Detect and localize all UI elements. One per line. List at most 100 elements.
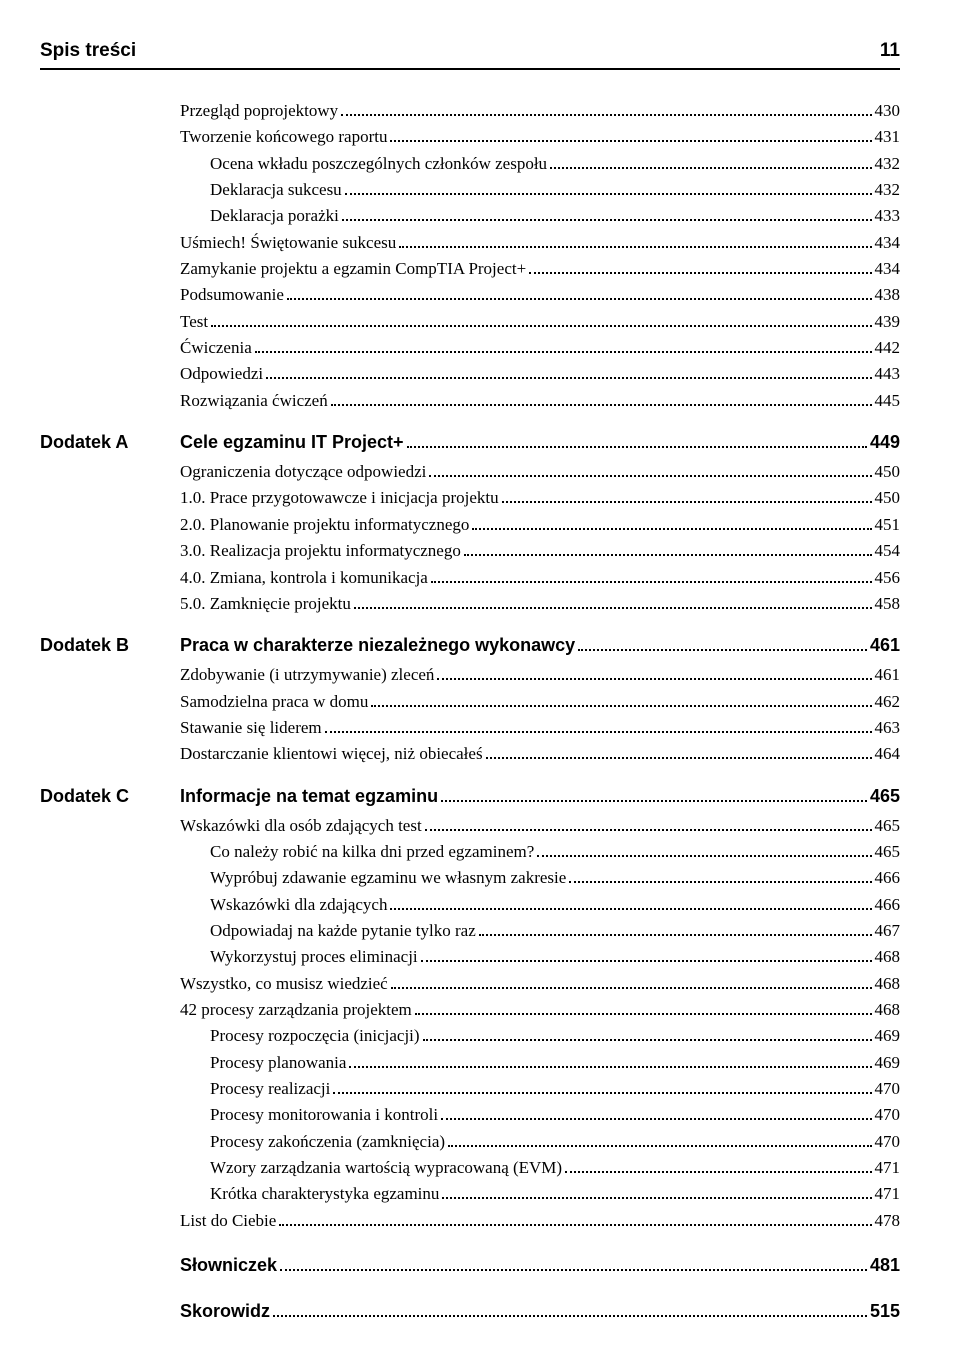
toc-entry-page: 468	[875, 944, 901, 970]
toc-entry-text: Rozwiązania ćwiczeń	[180, 388, 328, 414]
dot-leaders	[354, 607, 872, 609]
toc-entry-text: 5.0. Zamknięcie projektu	[180, 591, 351, 617]
table-of-contents: Przegląd poprojektowy 430 Tworzenie końcow…	[40, 98, 900, 1326]
dot-leaders	[399, 246, 871, 248]
toc-entry-page: 443	[875, 361, 901, 387]
toc-entry-text: 1.0. Prace przygotowawcze i inicjacja pr…	[180, 485, 499, 511]
toc-entry-text: Zamykanie projektu a egzamin CompTIA Pro…	[180, 256, 526, 282]
dot-leaders	[349, 1066, 871, 1068]
toc-entry: Przegląd poprojektowy 430	[40, 98, 900, 124]
section-label: Dodatek C	[40, 786, 180, 807]
section-title: Informacje na temat egzaminu	[180, 786, 438, 807]
toc-entry: Wskazówki dla zdających466	[40, 892, 900, 918]
toc-entry-page: 456	[875, 565, 901, 591]
toc-entry-page: 468	[875, 997, 901, 1023]
toc-entry: 3.0. Realizacja projektu informatycznego…	[40, 538, 900, 564]
toc-entry: Wszystko, co musisz wiedzieć468	[40, 971, 900, 997]
toc-entry: Ćwiczenia442	[40, 335, 900, 361]
toc-entry: Dostarczanie klientowi więcej, niż obiec…	[40, 741, 900, 767]
dot-leaders	[345, 193, 872, 195]
toc-entry-page: 432	[875, 151, 901, 177]
toc-entry: Odpowiadaj na każde pytanie tylko raz 467	[40, 918, 900, 944]
toc-entry-page: 434	[875, 256, 901, 282]
toc-entry-page: 430	[875, 98, 901, 124]
toc-entry-page: 470	[875, 1129, 901, 1155]
toc-entry-text: Krótka charakterystyka egzaminu	[210, 1181, 439, 1207]
toc-entry-page: 465	[875, 839, 901, 865]
toc-entry: 42 procesy zarządzania projektem 468	[40, 997, 900, 1023]
dot-leaders	[287, 298, 872, 300]
toc-entry-text: 2.0. Planowanie projektu informatycznego	[180, 512, 469, 538]
dot-leaders	[273, 1315, 867, 1317]
dot-leaders	[502, 501, 872, 503]
section-title: Cele egzaminu IT Project+	[180, 432, 404, 453]
toc-entry-text: Wykorzystuj proces eliminacji	[210, 944, 418, 970]
dot-leaders	[441, 1118, 871, 1120]
toc-entry-page: 451	[875, 512, 901, 538]
toc-entry: Procesy realizacji470	[40, 1076, 900, 1102]
toc-entry: 2.0. Planowanie projektu informatycznego…	[40, 512, 900, 538]
toc-entry-page: 438	[875, 282, 901, 308]
toc-entry-page: 433	[875, 203, 901, 229]
toc-entry-page: 458	[875, 591, 901, 617]
section-page-number: 461	[870, 635, 900, 656]
toc-entry-page: 467	[875, 918, 901, 944]
dot-leaders	[266, 377, 871, 379]
toc-entry: Zdobywanie (i utrzymywanie) zleceń461	[40, 662, 900, 688]
dot-leaders	[342, 219, 872, 221]
toc-entry-text: Wypróbuj zdawanie egzaminu we własnym za…	[210, 865, 566, 891]
toc-entry-page: 442	[875, 335, 901, 361]
toc-entry-page: 431	[875, 124, 901, 150]
toc-entry: Deklaracja porażki433	[40, 203, 900, 229]
toc-entry-text: Skorowidz	[180, 1298, 270, 1326]
toc-entry-text: Zdobywanie (i utrzymywanie) zleceń	[180, 662, 434, 688]
toc-entry-page: 464	[875, 741, 901, 767]
toc-entry-page: 445	[875, 388, 901, 414]
dot-leaders	[390, 908, 871, 910]
dot-leaders	[431, 581, 872, 583]
toc-entry-text: 3.0. Realizacja projektu informatycznego	[180, 538, 461, 564]
toc-entry-page: 469	[875, 1050, 901, 1076]
toc-entry-text: Wskazówki dla zdających	[210, 892, 387, 918]
toc-entry-page: 434	[875, 230, 901, 256]
dot-leaders	[472, 528, 871, 530]
dot-leaders	[442, 1197, 871, 1199]
toc-entry: Podsumowanie438	[40, 282, 900, 308]
toc-entry-page: 450	[875, 485, 901, 511]
toc-entry-text: Stawanie się liderem	[180, 715, 322, 741]
toc-entry-text: Odpowiadaj na każde pytanie tylko raz	[210, 918, 476, 944]
toc-entry-text: Słowniczek	[180, 1252, 277, 1280]
toc-entry: Rozwiązania ćwiczeń 445	[40, 388, 900, 414]
section-title: Praca w charakterze niezależnego wykonaw…	[180, 635, 575, 656]
toc-entry-text: Uśmiech! Świętowanie sukcesu	[180, 230, 396, 256]
toc-entry: Procesy monitorowania i kontroli470	[40, 1102, 900, 1128]
toc-entry-page: 432	[875, 177, 901, 203]
toc-entry-text: 42 procesy zarządzania projektem	[180, 997, 412, 1023]
dot-leaders	[550, 167, 871, 169]
dot-leaders	[565, 1171, 871, 1173]
dot-leaders	[415, 1013, 872, 1015]
toc-entry-page: 515	[870, 1298, 900, 1326]
toc-entry-page: 465	[875, 813, 901, 839]
toc-entry: Procesy rozpoczęcia (inicjacji)469	[40, 1023, 900, 1049]
dot-leaders	[331, 404, 872, 406]
toc-entry: List do Ciebie478	[40, 1208, 900, 1234]
toc-entry-page: 481	[870, 1252, 900, 1280]
section-label: Dodatek B	[40, 635, 180, 656]
dot-leaders	[280, 1269, 867, 1271]
toc-entry: Co należy robić na kilka dni przed egzam…	[40, 839, 900, 865]
toc-entry: Wzory zarządzania wartością wypracowaną …	[40, 1155, 900, 1181]
toc-entry-text: Przegląd poprojektowy	[180, 98, 338, 124]
toc-entry-text: Samodzielna praca w domu	[180, 689, 368, 715]
toc-entry: 5.0. Zamknięcie projektu 458	[40, 591, 900, 617]
toc-entry-text: Procesy realizacji	[210, 1076, 330, 1102]
toc-entry: 4.0. Zmiana, kontrola i komunikacja456	[40, 565, 900, 591]
toc-entry-page: 468	[875, 971, 901, 997]
toc-entry-page: 470	[875, 1102, 901, 1128]
toc-entry-text: Tworzenie końcowego raportu	[180, 124, 387, 150]
dot-leaders	[423, 1039, 872, 1041]
dot-leaders	[325, 731, 872, 733]
toc-entry: Wykorzystuj proces eliminacji 468	[40, 944, 900, 970]
toc-entry-page: 463	[875, 715, 901, 741]
toc-entry: Procesy zakończenia (zamknięcia)470	[40, 1129, 900, 1155]
